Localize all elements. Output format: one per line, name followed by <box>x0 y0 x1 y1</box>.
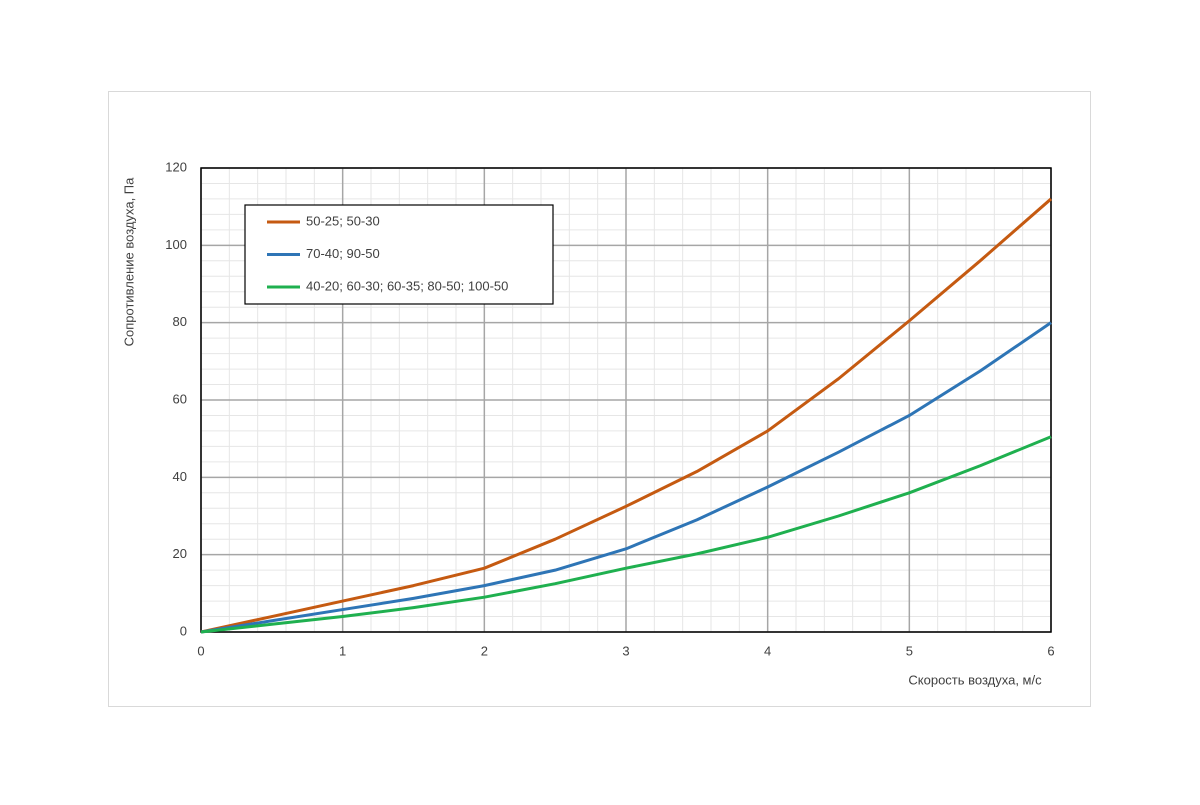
plot-border <box>200 167 1052 633</box>
data-line <box>200 435 1052 634</box>
legend-label: 70-40; 90-50 <box>306 246 380 261</box>
chart-frame <box>108 91 1091 707</box>
data-line <box>200 197 1052 634</box>
legend-label: 50-25; 50-30 <box>306 213 380 228</box>
x-tick-label: 1 <box>339 643 346 658</box>
y-axis-label: Сопротивление воздуха, Па <box>121 177 136 347</box>
x-tick-label: 0 <box>197 643 204 658</box>
x-tick-label: 2 <box>481 643 488 658</box>
data-line <box>200 321 1052 634</box>
y-tick-label: 120 <box>165 159 187 174</box>
y-tick-label: 80 <box>173 314 187 329</box>
legend-label: 40-20; 60-30; 60-35; 80-50; 100-50 <box>306 278 508 293</box>
x-axis-label: Скорость воздуха, м/с <box>908 672 1042 687</box>
x-tick-label: 6 <box>1047 643 1054 658</box>
x-tick-label: 5 <box>906 643 913 658</box>
y-tick-label: 40 <box>173 469 187 484</box>
x-tick-label: 3 <box>622 643 629 658</box>
y-tick-label: 60 <box>173 391 187 406</box>
x-tick-label: 4 <box>764 643 771 658</box>
y-tick-label: 20 <box>173 546 187 561</box>
y-tick-label: 100 <box>165 237 187 252</box>
y-tick-label: 0 <box>180 623 187 638</box>
